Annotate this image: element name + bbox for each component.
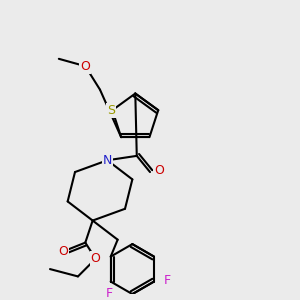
- Text: F: F: [106, 287, 113, 300]
- Text: F: F: [164, 274, 171, 286]
- Text: N: N: [103, 154, 112, 167]
- Text: O: O: [91, 252, 100, 265]
- Text: S: S: [107, 104, 115, 117]
- Text: O: O: [154, 164, 164, 177]
- Text: O: O: [58, 245, 68, 258]
- Text: O: O: [80, 60, 90, 73]
